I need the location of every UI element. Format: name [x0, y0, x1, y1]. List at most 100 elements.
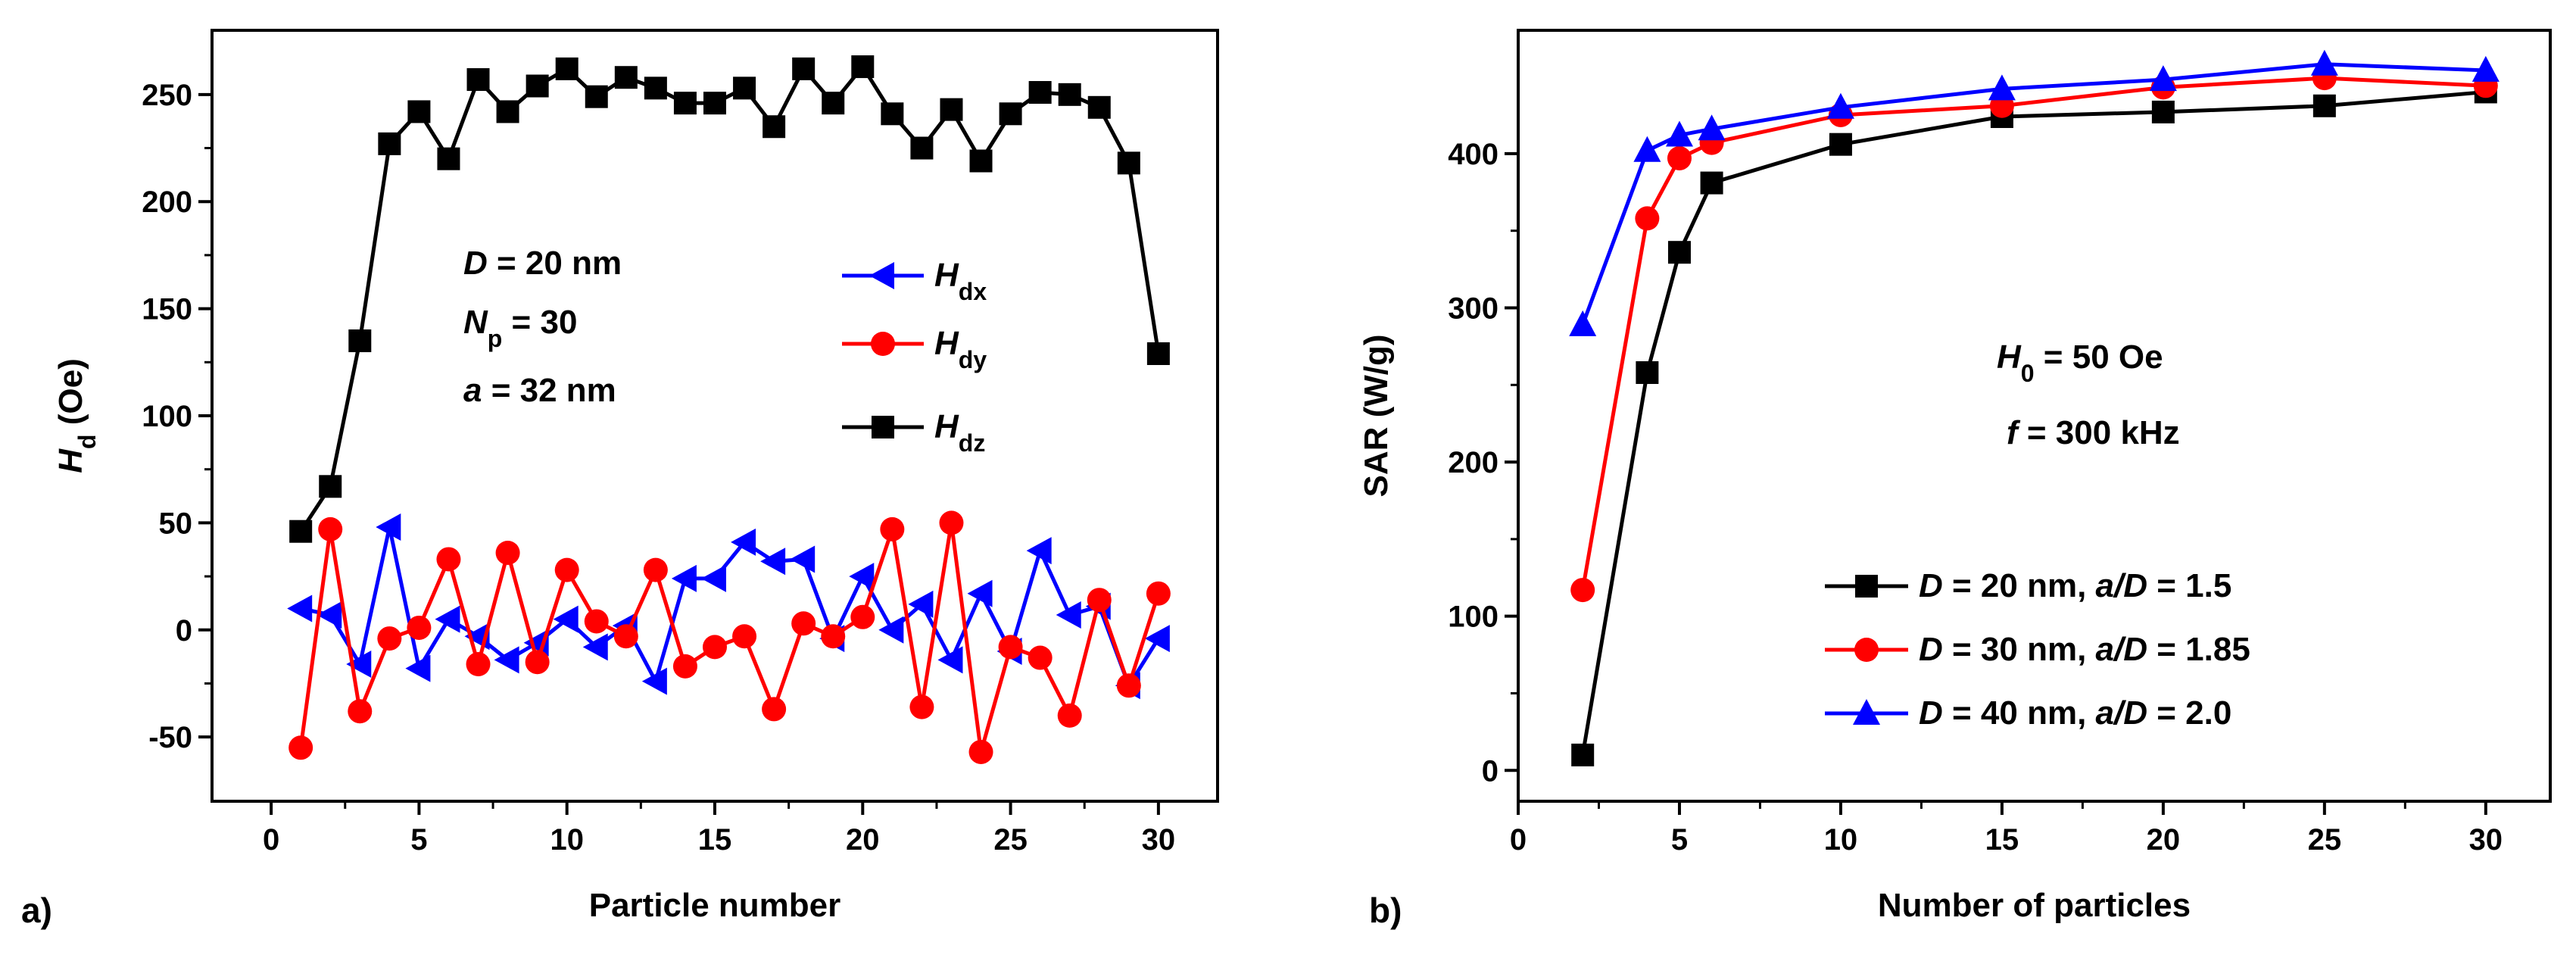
y-tick-label: 0 [1482, 754, 1499, 788]
data-point-h-dz [466, 68, 490, 92]
data-point-h-dx [376, 513, 401, 541]
data-point-h-dy [1057, 703, 1082, 728]
data-point-h-dy [377, 626, 402, 651]
data-point-h-dy [968, 739, 993, 764]
data-point-h-dx [849, 563, 875, 591]
panel-a-chart: 0 5 10 15 20 25 30 -50 0 50 100 150 200 250 Particle n… [52, 29, 1219, 924]
y-tick-label: 0 [176, 614, 192, 648]
y-tick-label: 100 [1448, 601, 1499, 634]
legend-label-h-dz: Hdz [934, 408, 985, 457]
data-point-h-dz [763, 115, 786, 139]
data-point-h-dx [641, 667, 667, 695]
data-point-h-dy [939, 510, 964, 535]
data-point-h-dy [554, 557, 579, 582]
data-point-h-dx [405, 654, 431, 682]
data-point-h-dy [348, 699, 373, 724]
annotation-text: a = 32 nm [463, 372, 616, 409]
data-point-h-dx [967, 579, 993, 607]
legend-marker-d-20-nm-a-d-1-5 [1855, 575, 1878, 598]
series-line-h-dx [300, 525, 1160, 688]
x-tick-label: 0 [1510, 823, 1527, 857]
data-point-d-20-nm-a-d-1-5 [2151, 100, 2175, 123]
data-point-h-dy [672, 654, 697, 679]
data-point-h-dx [878, 616, 904, 644]
data-point-d-20-nm-a-d-1-5 [1700, 171, 1723, 195]
data-point-h-dy [288, 735, 313, 760]
data-point-h-dz [1087, 95, 1111, 119]
data-point-h-dz [1146, 342, 1170, 365]
x-tick-label: 25 [2308, 823, 2342, 857]
data-point-h-dz [881, 102, 904, 126]
data-point-h-dx [731, 528, 756, 556]
data-point-d-40-nm-a-d-2-0 [2310, 49, 2338, 76]
annotation-text: D = 20 nm [463, 245, 622, 282]
data-point-h-dy [643, 557, 668, 582]
x-tick-label: 5 [1671, 823, 1688, 857]
data-point-h-dz [407, 100, 431, 123]
y-tick-label: 100 [142, 400, 192, 433]
data-point-h-dx [346, 651, 372, 679]
data-point-h-dz [969, 149, 993, 173]
series-line-h-dz [299, 64, 1161, 533]
data-point-h-dx [287, 594, 313, 623]
data-point-d-20-nm-a-d-1-5 [1829, 133, 1852, 156]
data-point-h-dx [937, 646, 963, 674]
x-tick-label: 30 [1142, 823, 1176, 857]
data-point-h-dx [671, 564, 697, 592]
data-point-h-dz [614, 66, 638, 89]
data-point-h-dy [821, 624, 846, 649]
legend-marker-h-dz [872, 416, 894, 438]
series-line-d-30-nm-a-d-1-85 [1580, 76, 2486, 591]
data-point-h-dy [880, 516, 905, 541]
data-point-h-dy [1087, 588, 1112, 613]
y-tick-label: 200 [1448, 446, 1499, 479]
data-point-d-40-nm-a-d-2-0 [1826, 92, 1854, 119]
data-point-h-dz [585, 85, 608, 108]
data-point-h-dx [494, 646, 519, 674]
data-point-h-dz [378, 132, 401, 155]
data-point-d-30-nm-a-d-1-85 [1667, 145, 1692, 170]
legend-label-h-dx: Hdx [934, 257, 987, 305]
legend-marker-d-40-nm-a-d-2-0 [1853, 699, 1880, 725]
data-point-d-20-nm-a-d-1-5 [1667, 241, 1691, 264]
data-point-h-dy [436, 547, 461, 572]
data-point-h-dz [437, 147, 460, 170]
data-point-h-dy [791, 611, 816, 636]
data-point-h-dx [701, 564, 726, 592]
data-point-h-dx [582, 633, 608, 661]
data-point-h-dy [762, 697, 787, 722]
data-point-h-dz [910, 136, 934, 160]
x-tick-label: 20 [2147, 823, 2181, 857]
data-point-h-dy [584, 609, 609, 634]
data-point-d-40-nm-a-d-2-0 [1569, 310, 1597, 336]
legend-label-d-20-nm-a-d-1-5: D = 20 nm, a/D = 1.5 [1919, 567, 2231, 604]
data-point-h-dz [1028, 81, 1052, 105]
data-point-h-dz [851, 55, 875, 79]
data-point-h-dy [1116, 673, 1141, 698]
data-point-h-dy [998, 635, 1023, 660]
x-tick-label: 15 [698, 823, 732, 857]
data-point-h-dz [703, 92, 726, 115]
x-tick-label: 30 [2469, 823, 2503, 857]
data-point-h-dz [319, 475, 342, 498]
data-point-h-dz [1058, 83, 1081, 106]
data-point-h-dy [495, 540, 520, 565]
y-tick-label: 50 [159, 507, 193, 540]
legend-marker-h-dx [869, 262, 894, 289]
data-point-h-dz [1117, 151, 1140, 175]
data-point-d-40-nm-a-d-2-0 [1988, 74, 2016, 101]
annotation-text: f = 300 kHz [2007, 414, 2180, 451]
x-tick-label: 15 [1985, 823, 2019, 857]
data-point-h-dz [673, 92, 697, 115]
y-tick-label: 250 [142, 79, 192, 112]
data-point-h-dx [760, 548, 786, 576]
data-point-h-dz [999, 102, 1022, 126]
legend-marker-h-dy [871, 332, 895, 356]
data-point-d-30-nm-a-d-1-85 [1570, 578, 1595, 603]
data-point-d-40-nm-a-d-2-0 [1633, 136, 1661, 162]
panel-a-label: a) [21, 891, 52, 930]
data-point-h-dx [790, 545, 816, 573]
data-point-h-dx [1056, 601, 1081, 629]
